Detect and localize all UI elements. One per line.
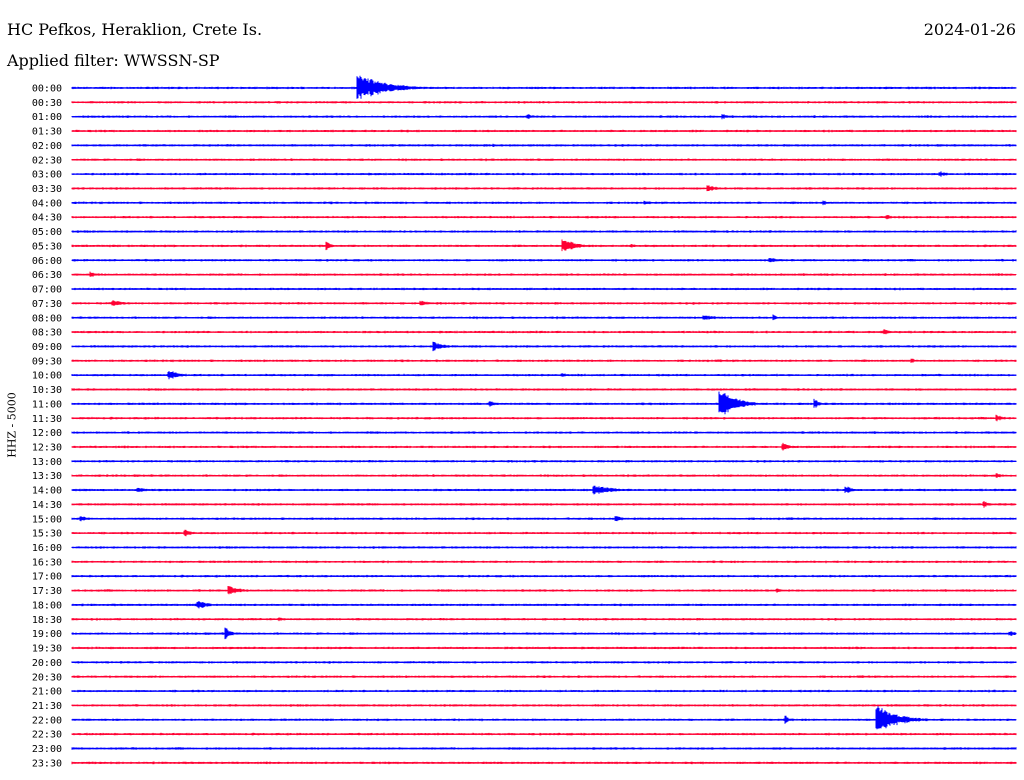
time-tick-label: 18:00 (32, 600, 62, 611)
time-tick-label: 07:30 (32, 299, 62, 310)
time-tick-labels: 00:00 00:30 01:00 01:30 02:00 02:30 03:00 03:30… (32, 84, 62, 770)
filter-label: Applied filter: WWSSN-SP (7, 51, 220, 70)
time-tick-label: 22:30 (32, 730, 62, 741)
time-tick-label: 13:30 (32, 471, 62, 482)
time-tick-label: 09:30 (32, 356, 62, 367)
time-tick-label: 01:00 (32, 112, 62, 123)
time-tick-label: 00:00 (32, 84, 62, 95)
time-tick-label: 19:00 (32, 629, 62, 640)
seismic-traces (71, 75, 1017, 765)
time-tick-label: 15:30 (32, 529, 62, 540)
time-tick-label: 22:00 (32, 715, 62, 726)
time-tick-label: 00:30 (32, 98, 62, 109)
time-tick-label: 10:00 (32, 371, 62, 382)
station-title: HC Pefkos, Heraklion, Crete Is. (7, 20, 263, 39)
time-tick-label: 04:30 (32, 213, 62, 224)
time-tick-label: 16:30 (32, 557, 62, 568)
time-tick-label: 10:30 (32, 385, 62, 396)
time-tick-label: 06:00 (32, 256, 62, 267)
time-tick-label: 03:30 (32, 184, 62, 195)
time-tick-label: 12:00 (32, 428, 62, 439)
time-tick-label: 16:00 (32, 543, 62, 554)
time-tick-label: 23:00 (32, 744, 62, 755)
time-tick-label: 09:00 (32, 342, 62, 353)
time-tick-label: 14:30 (32, 500, 62, 511)
time-tick-label: 13:00 (32, 457, 62, 468)
time-tick-label: 21:30 (32, 701, 62, 712)
trace-row-2200 (71, 706, 1017, 730)
time-tick-label: 17:00 (32, 572, 62, 583)
time-tick-label: 20:30 (32, 672, 62, 683)
trace-row-1100 (71, 391, 1017, 415)
time-tick-label: 03:00 (32, 170, 62, 181)
time-tick-label: 21:00 (32, 687, 62, 698)
time-tick-label: 02:30 (32, 155, 62, 166)
time-tick-label: 11:00 (32, 399, 62, 410)
time-tick-label: 05:30 (32, 241, 62, 252)
time-tick-label: 15:00 (32, 514, 62, 525)
trace-row-0530 (71, 239, 1017, 252)
time-tick-label: 20:00 (32, 658, 62, 669)
time-tick-label: 18:30 (32, 615, 62, 626)
time-tick-label: 23:30 (32, 758, 62, 769)
trace-row-0000 (71, 75, 1017, 99)
time-tick-label: 01:30 (32, 127, 62, 138)
time-tick-label: 07:00 (32, 285, 62, 296)
time-tick-label: 02:00 (32, 141, 62, 152)
time-tick-label: 04:00 (32, 198, 62, 209)
time-tick-label: 08:30 (32, 328, 62, 339)
time-tick-label: 11:30 (32, 414, 62, 425)
time-tick-label: 05:00 (32, 227, 62, 238)
time-tick-label: 17:30 (32, 586, 62, 597)
time-tick-label: 12:30 (32, 443, 62, 454)
time-tick-label: 06:30 (32, 270, 62, 281)
time-tick-label: 19:30 (32, 644, 62, 655)
time-tick-label: 14:00 (32, 486, 62, 497)
time-tick-label: 08:00 (32, 313, 62, 324)
record-date: 2024-01-26 (923, 20, 1016, 39)
